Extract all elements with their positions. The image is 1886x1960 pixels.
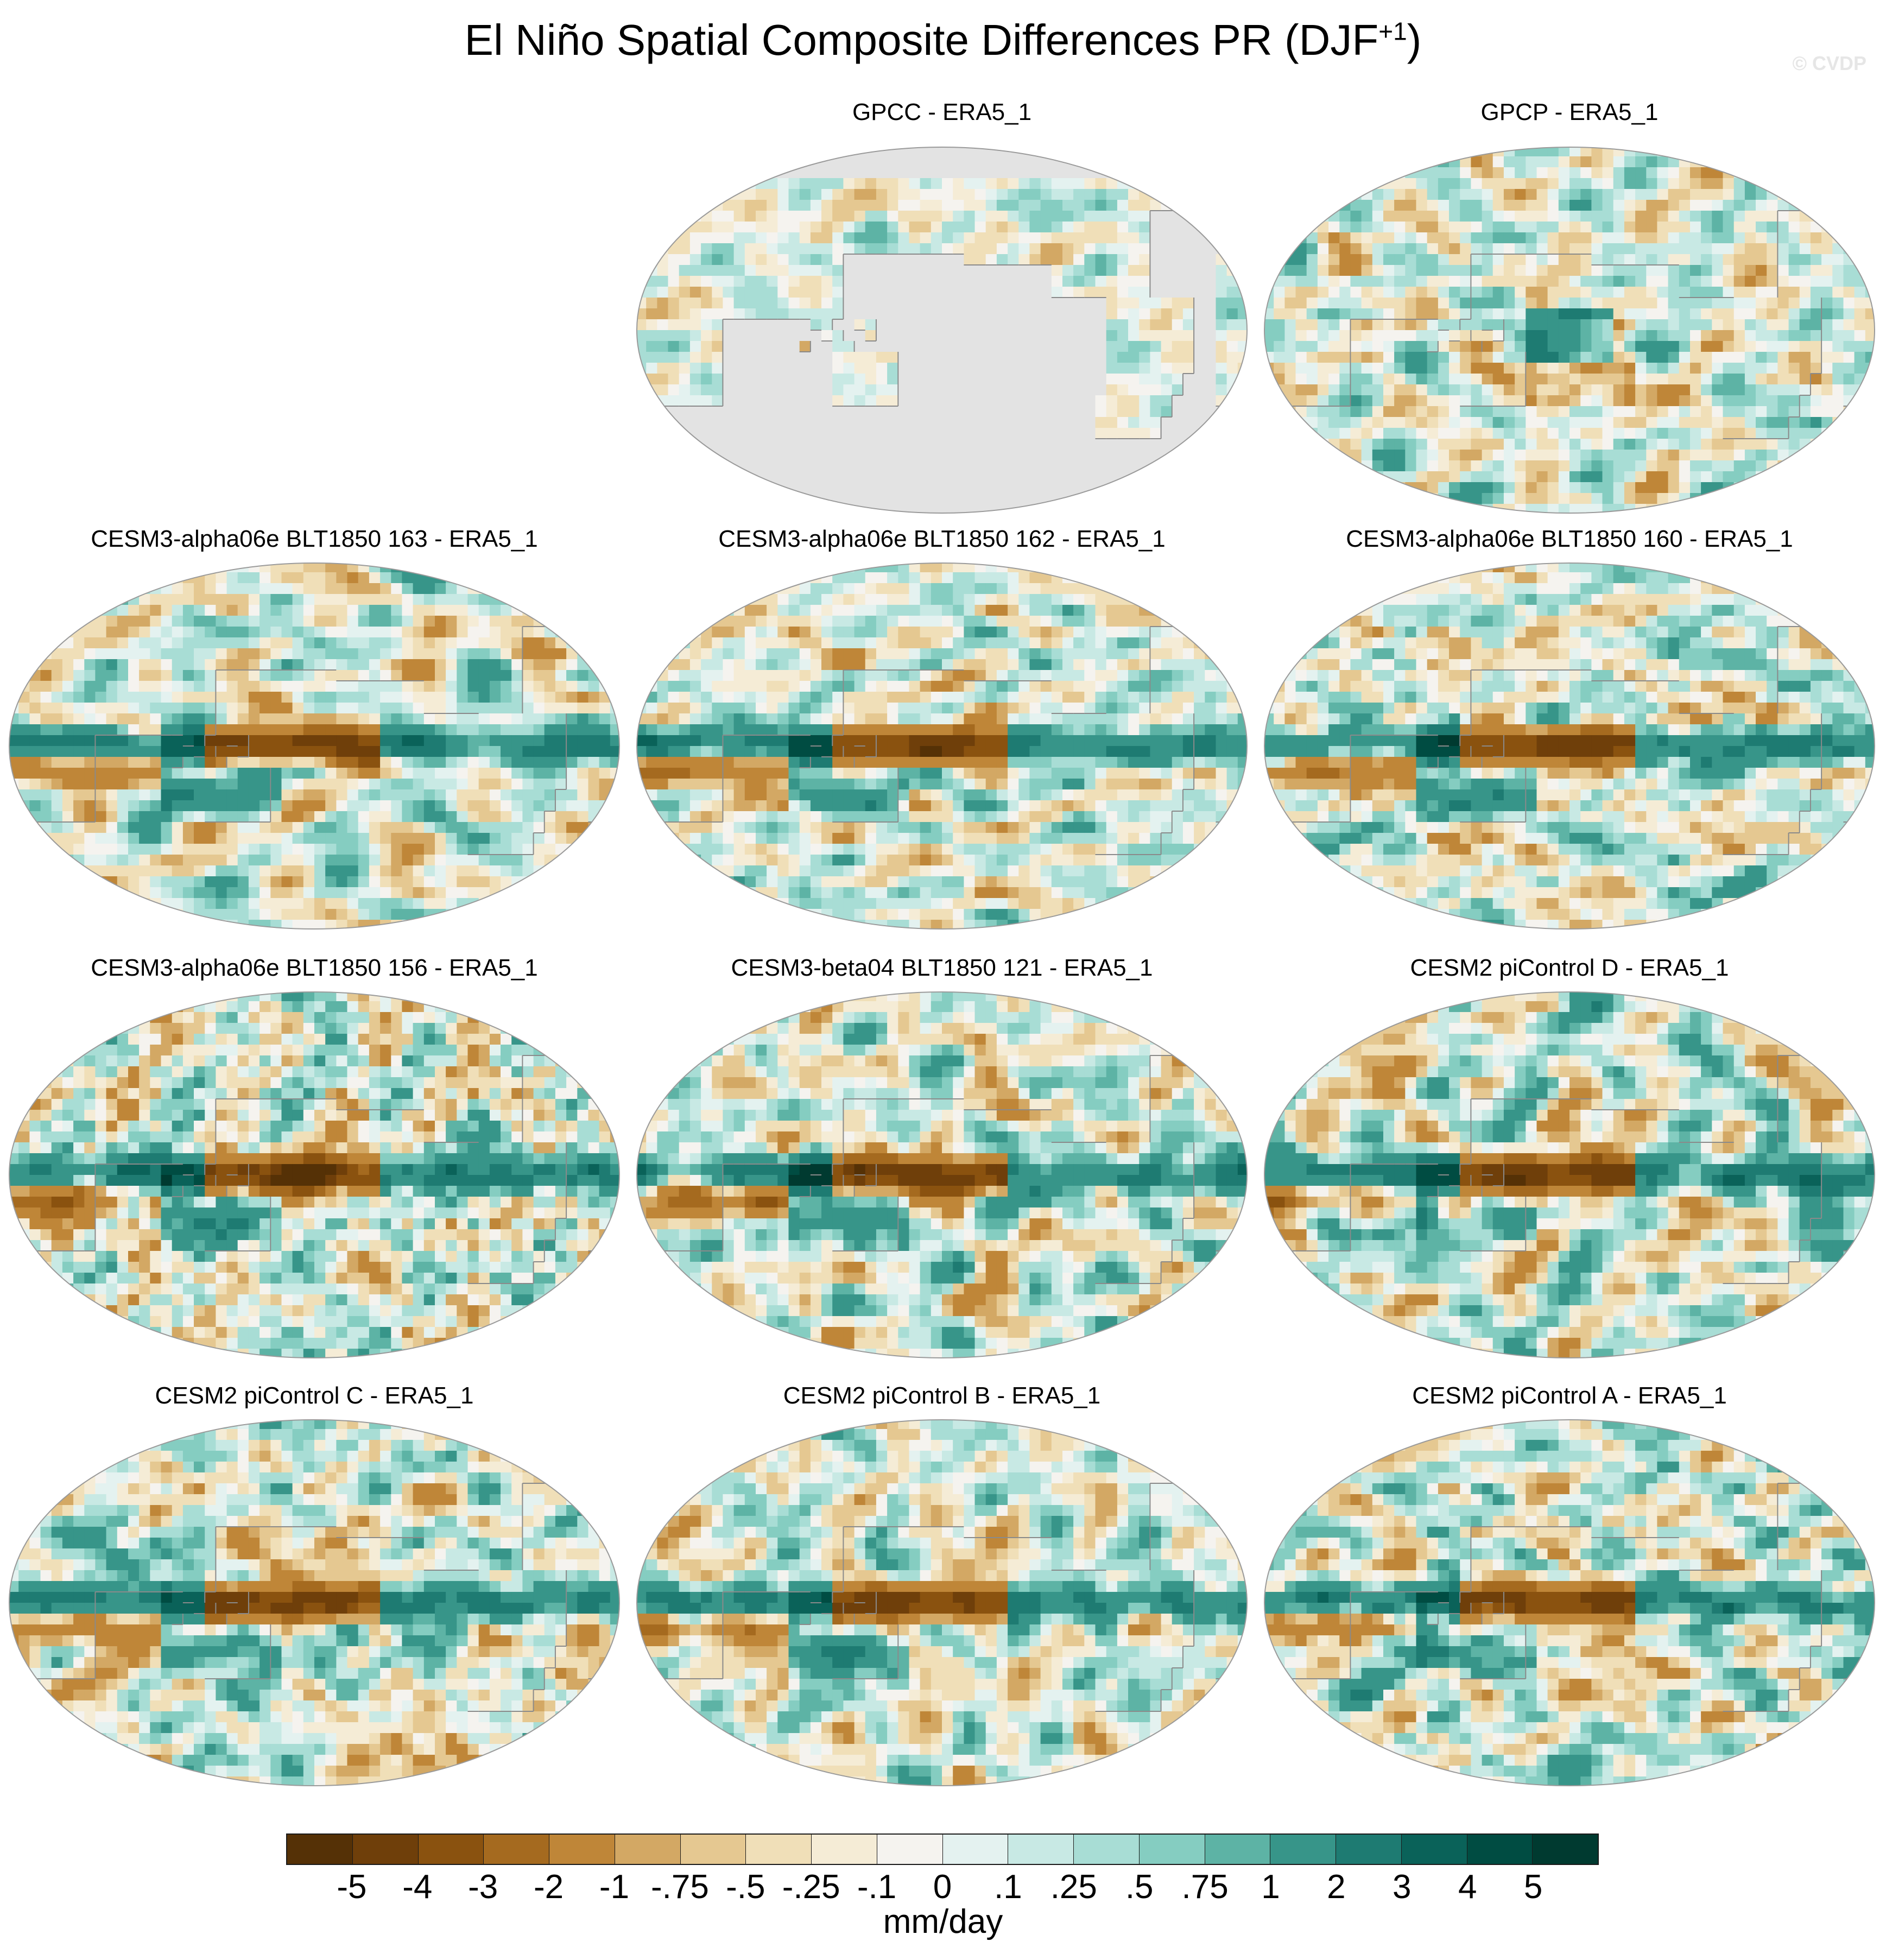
colorbar-unit-label: mm/day	[0, 1902, 1886, 1941]
panel-title: GPCC - ERA5_1	[632, 99, 1251, 126]
colorbar-swatch	[1336, 1835, 1402, 1864]
colorbar	[286, 1833, 1599, 1865]
panel-title: CESM3-alpha06e BLT1850 163 - ERA5_1	[5, 526, 624, 553]
panel-title: CESM3-beta04 BLT1850 121 - ERA5_1	[632, 954, 1251, 982]
colorbar-swatch	[1401, 1835, 1467, 1864]
map-panel	[1264, 1419, 1875, 1786]
colorbar-swatch	[877, 1835, 943, 1864]
colorbar-swatch	[1270, 1835, 1336, 1864]
colorbar-tick-label: -2	[534, 1868, 564, 1906]
panel-title: CESM3-alpha06e BLT1850 156 - ERA5_1	[5, 954, 624, 982]
colorbar-tick-label: .25	[1050, 1868, 1097, 1906]
map-panel	[636, 562, 1248, 930]
colorbar-swatch	[1533, 1835, 1598, 1864]
colorbar-tick-label: -4	[402, 1868, 432, 1906]
colorbar-swatch	[287, 1835, 353, 1864]
colorbar-swatch	[1205, 1835, 1271, 1864]
colorbar-swatch	[484, 1835, 549, 1864]
colorbar-tick-label: 5	[1524, 1868, 1542, 1906]
figure-title: El Niño Spatial Composite Differences PR…	[0, 15, 1886, 65]
panel-title: CESM2 piControl D - ERA5_1	[1260, 954, 1879, 982]
colorbar-tick-label: -1	[599, 1868, 629, 1906]
colorbar-tick-label: -.5	[726, 1868, 765, 1906]
map-panel	[9, 1419, 620, 1786]
colorbar-swatch	[680, 1835, 746, 1864]
colorbar-tick-label: .1	[994, 1868, 1022, 1906]
map-panel	[1264, 562, 1875, 930]
colorbar-tick-label: 0	[933, 1868, 952, 1906]
panel-title: CESM2 piControl A - ERA5_1	[1260, 1382, 1879, 1409]
colorbar-swatch	[746, 1835, 812, 1864]
colorbar-tick-label: .5	[1125, 1868, 1154, 1906]
colorbar-swatch	[942, 1835, 1009, 1864]
map-panel	[1264, 991, 1875, 1358]
panel-title: CESM3-alpha06e BLT1850 162 - ERA5_1	[632, 526, 1251, 553]
panel-title: CESM3-alpha06e BLT1850 160 - ERA5_1	[1260, 526, 1879, 553]
cvdp-watermark: © CVDP	[1792, 52, 1866, 75]
colorbar-swatch	[549, 1835, 615, 1864]
colorbar-swatch	[1467, 1835, 1533, 1864]
map-panel	[1264, 147, 1875, 514]
colorbar-tick-label: .75	[1181, 1868, 1228, 1906]
panel-title: GPCP - ERA5_1	[1260, 99, 1879, 126]
colorbar-swatch	[1139, 1835, 1205, 1864]
colorbar-tick-label: 2	[1327, 1868, 1345, 1906]
colorbar-swatch	[352, 1835, 419, 1864]
map-panel	[636, 991, 1248, 1358]
colorbar-tick-label: 3	[1393, 1868, 1411, 1906]
panel-title: CESM2 piControl C - ERA5_1	[5, 1382, 624, 1409]
colorbar-tick-label: -.1	[857, 1868, 896, 1906]
colorbar-tick-label: -.25	[782, 1868, 840, 1906]
map-panel	[9, 562, 620, 930]
colorbar-tick-label: -.75	[651, 1868, 709, 1906]
colorbar-swatch	[615, 1835, 681, 1864]
map-panel	[636, 147, 1248, 514]
map-panel	[636, 1419, 1248, 1786]
colorbar-tick-label: 4	[1458, 1868, 1477, 1906]
map-panel	[9, 991, 620, 1358]
colorbar-swatch	[812, 1835, 877, 1864]
colorbar-tick-label: -5	[337, 1868, 366, 1906]
colorbar-tick-label: -3	[468, 1868, 498, 1906]
colorbar-swatch	[418, 1835, 484, 1864]
colorbar-swatch	[1008, 1835, 1074, 1864]
colorbar-tick-label: 1	[1261, 1868, 1280, 1906]
panel-title: CESM2 piControl B - ERA5_1	[632, 1382, 1251, 1409]
colorbar-swatch	[1074, 1835, 1140, 1864]
